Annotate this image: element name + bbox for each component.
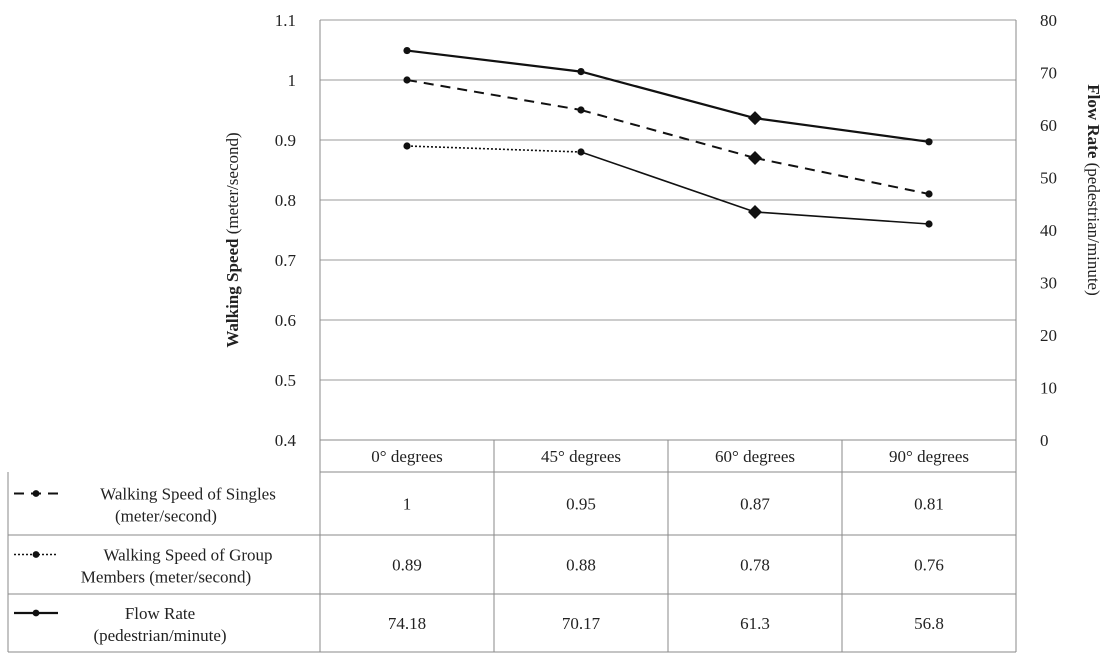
data-point [748, 151, 762, 165]
left-tick-label: 0.7 [275, 251, 297, 270]
series-line-segment [754, 211, 930, 225]
gridlines [319, 19, 1017, 652]
legend-label-line: Walking Speed of Singles [100, 485, 276, 504]
table-cell-value: 0.87 [740, 495, 770, 514]
series-line-segment [754, 157, 930, 195]
right-axis-title: Flow Rate (pedestrian/minute) [1084, 84, 1102, 296]
series-line-segment [754, 117, 930, 143]
left-axis-title-bold: Walking Speed [223, 238, 242, 348]
table-cell-value: 61.3 [740, 614, 770, 633]
table-cell-value: 56.8 [914, 614, 944, 633]
category-label: 0° degrees [371, 447, 442, 466]
legend-label: Walking Speed of Singles (meter/second) [100, 485, 276, 526]
left-tick-label: 1.1 [275, 11, 296, 30]
left-tick-label: 0.6 [275, 311, 296, 330]
left-tick-label: 0.9 [275, 131, 296, 150]
category-label: 45° degrees [541, 447, 621, 466]
left-tick-label: 0.4 [275, 431, 297, 450]
legend-label: Walking Speed of Group Members (meter/sec… [81, 546, 273, 587]
right-tick-label: 10 [1040, 379, 1057, 398]
data-point [925, 138, 933, 146]
right-tick-label: 0 [1040, 431, 1049, 450]
table-cell-value: 0.78 [740, 556, 770, 575]
legend-label-line: (meter/second) [115, 507, 217, 526]
legend-label-line: Flow Rate [125, 604, 195, 623]
right-tick-label: 70 [1040, 64, 1057, 83]
data-point [403, 46, 411, 55]
series-line-segment [406, 79, 582, 111]
series-line-segment [580, 151, 756, 213]
left-axis-title: Walking Speed (meter/second) [223, 132, 242, 347]
table-cell-value: 0.88 [566, 556, 596, 575]
left-axis-title-unit: (meter/second) [223, 132, 242, 238]
legend-label-line: (pedestrian/minute) [93, 626, 226, 645]
legend-label-line: Members (meter/second) [81, 568, 251, 587]
series-line-segment [406, 145, 582, 153]
data-point [925, 220, 933, 228]
data-point [577, 68, 585, 76]
table-cell-value: 0.76 [914, 556, 944, 575]
table-cell-value: 0.81 [914, 495, 944, 514]
table-cell-value: 1 [403, 495, 412, 514]
series-line-segment [580, 109, 756, 159]
category-label: 90° degrees [889, 447, 969, 466]
right-tick-label: 30 [1040, 274, 1057, 293]
left-axis-ticks: 0.4 0.5 0.6 0.7 0.8 0.9 1 1.1 [275, 11, 297, 450]
right-axis-title-bold: Flow Rate [1084, 84, 1102, 159]
table-cell-value: 74.18 [388, 614, 426, 633]
series-lines [403, 46, 933, 228]
right-tick-label: 20 [1040, 326, 1057, 345]
data-point [577, 106, 585, 114]
left-tick-label: 0.5 [275, 371, 296, 390]
legend-label-line: Walking Speed of Group [103, 546, 272, 565]
right-tick-label: 80 [1040, 11, 1057, 30]
right-tick-label: 50 [1040, 169, 1057, 188]
table-cell-value: 0.95 [566, 495, 596, 514]
category-label: 60° degrees [715, 447, 795, 466]
table-cell-value: 70.17 [562, 614, 601, 633]
legend-marker [32, 609, 40, 617]
data-point [748, 205, 762, 219]
data-point [403, 142, 411, 150]
data-point [577, 148, 585, 156]
left-tick-label: 1 [288, 71, 297, 90]
legend-marker [32, 490, 40, 497]
data-table: 0° degrees 45° degrees 60° degrees 90° degr… [7, 439, 1016, 653]
right-tick-label: 40 [1040, 221, 1057, 240]
right-axis-title-unit: (pedestrian/minute) [1084, 158, 1102, 295]
legend-label: Flow Rate (pedestrian/minute) [93, 604, 226, 645]
legend-marker [32, 551, 40, 558]
data-point [925, 190, 933, 198]
table-cell-value: 0.89 [392, 556, 422, 575]
right-axis-ticks: 0 10 20 30 40 50 60 70 80 [1040, 11, 1057, 450]
series-line-segment [406, 49, 582, 73]
left-tick-label: 0.8 [275, 191, 296, 210]
series-line-segment [580, 70, 756, 120]
data-point [748, 111, 762, 126]
data-point [403, 76, 411, 84]
right-tick-label: 60 [1040, 116, 1057, 135]
